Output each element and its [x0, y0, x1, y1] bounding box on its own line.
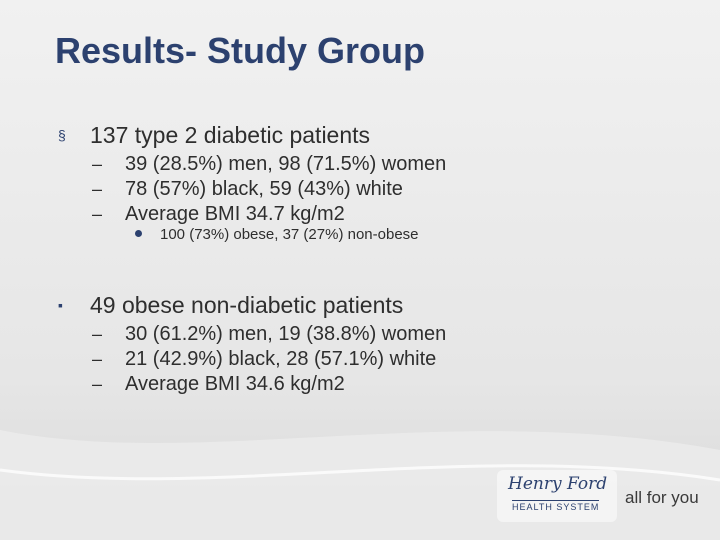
- sub-bullet-text: Average BMI 34.7 kg/m2: [125, 203, 345, 225]
- dash-marker: –: [92, 154, 103, 174]
- logo-name: Henry Ford: [508, 474, 608, 494]
- bullet-marker: §: [58, 127, 66, 143]
- sub-bullet-text: 39 (28.5%) men, 98 (71.5%) women: [125, 153, 447, 175]
- sub-sub-bullet-text: 100 (73%) obese, 37 (27%) non-obese: [160, 226, 419, 243]
- dash-marker: –: [92, 374, 103, 394]
- sub-bullet-text: 78 (57%) black, 59 (43%) white: [125, 178, 403, 200]
- sub-bullet-text: 30 (61.2%) men, 19 (38.8%) women: [125, 323, 447, 345]
- sub-bullet-text: 21 (42.9%) black, 28 (57.1%) white: [125, 348, 437, 370]
- bullet-marker: ▪: [58, 297, 63, 313]
- dot-marker: [135, 230, 142, 237]
- dash-marker: –: [92, 204, 103, 224]
- sub-bullet-text: Average BMI 34.6 kg/m2: [125, 373, 345, 395]
- dash-marker: –: [92, 179, 103, 199]
- dash-marker: –: [92, 324, 103, 344]
- logo-subtitle: HEALTH SYSTEM: [512, 500, 600, 512]
- dash-marker: –: [92, 349, 103, 369]
- slide-title: Results- Study Group: [55, 30, 426, 71]
- logo-tagline: all for you: [625, 488, 699, 507]
- bullet-text: 137 type 2 diabetic patients: [90, 122, 371, 148]
- bullet-text: 49 obese non-diabetic patients: [90, 292, 404, 318]
